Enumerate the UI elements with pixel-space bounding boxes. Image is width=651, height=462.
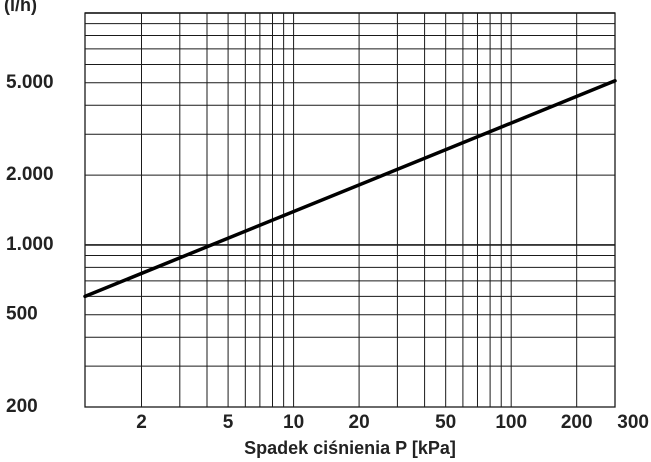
series-layer bbox=[83, 79, 617, 299]
y-axis-label: (l/h) bbox=[4, 0, 37, 15]
y-tick-label: 200 bbox=[6, 396, 38, 417]
plot-frame bbox=[84, 12, 616, 408]
x-tick-labels: 2 5 10 20 50 100 200 300 bbox=[136, 412, 649, 433]
x-tick-label: 2 bbox=[136, 412, 147, 433]
y-tick-label: 2.000 bbox=[6, 164, 54, 185]
y-tick-labels: 200 500 1.000 2.000 5.000 bbox=[6, 72, 54, 417]
x-tick-label: 5 bbox=[223, 412, 234, 433]
y-tick-label: 5.000 bbox=[6, 72, 54, 93]
series-line bbox=[83, 79, 617, 299]
y-tick-label: 1.000 bbox=[6, 234, 54, 255]
grid bbox=[85, 12, 616, 407]
x-tick-label: 300 bbox=[617, 412, 649, 433]
x-tick-label: 10 bbox=[283, 412, 304, 433]
x-tick-label: 200 bbox=[561, 412, 593, 433]
x-tick-label: 20 bbox=[349, 412, 370, 433]
x-tick-label: 100 bbox=[495, 412, 527, 433]
y-tick-label: 500 bbox=[6, 304, 38, 325]
x-tick-label: 50 bbox=[435, 412, 456, 433]
x-axis-label: Spadek ciśnienia P [kPa] bbox=[244, 438, 456, 458]
